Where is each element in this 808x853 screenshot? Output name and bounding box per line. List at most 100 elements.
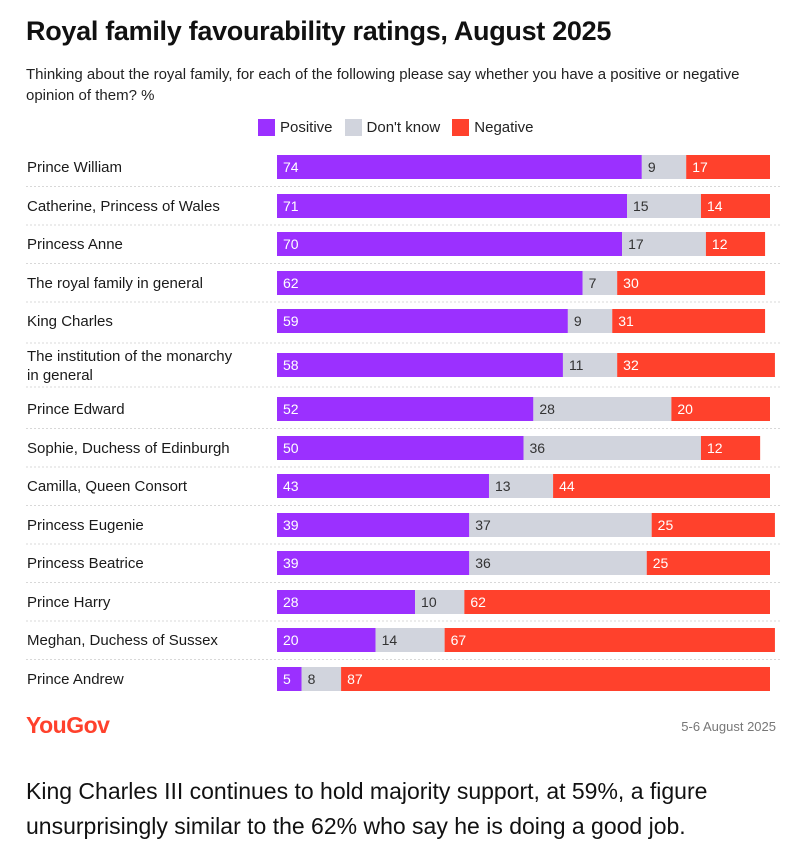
- value-label-dont-know: 13: [495, 478, 511, 494]
- value-label-negative: 30: [623, 275, 639, 291]
- value-label-dont-know: 36: [530, 440, 546, 456]
- value-label-negative: 25: [653, 555, 669, 571]
- bar-segment-negative: [612, 309, 766, 333]
- category-label: The royal family in general: [27, 275, 203, 292]
- bar-segment-positive: [277, 155, 642, 179]
- category-label: King Charles: [27, 313, 113, 330]
- value-label-negative: 87: [347, 671, 363, 687]
- legend-swatch-dont-know: [344, 119, 362, 136]
- bar-segment-positive: [277, 628, 376, 652]
- bar-segment-positive: [277, 397, 534, 421]
- bar-segment-negative: [651, 513, 775, 537]
- legend-label-positive: Positive: [280, 119, 333, 136]
- legend-item-negative: Negative: [452, 119, 533, 136]
- value-label-dont-know: 15: [633, 198, 649, 214]
- bar-segment-dont-know: [567, 309, 613, 333]
- bar-segment-negative: [617, 353, 775, 377]
- category-label: Princess Eugenie: [27, 517, 144, 534]
- legend-swatch-positive: [258, 119, 275, 136]
- chart-title: Royal family favourability ratings, Augu…: [26, 16, 612, 46]
- value-label-dont-know: 28: [539, 401, 555, 417]
- chart-legend: Positive Don't know Negative: [258, 119, 533, 136]
- category-label: Prince Harry: [27, 594, 111, 611]
- value-label-positive: 62: [283, 275, 299, 291]
- value-label-positive: 70: [283, 236, 299, 252]
- bar-segment-dont-know: [469, 513, 652, 537]
- bar-segment-positive: [277, 353, 563, 377]
- value-label-negative: 25: [658, 517, 674, 533]
- bar-segment-negative: [700, 436, 761, 460]
- value-label-dont-know: 10: [421, 594, 437, 610]
- bar-segment-dont-know: [562, 353, 618, 377]
- bar-segment-dont-know: [301, 667, 342, 691]
- value-label-negative: 17: [692, 159, 708, 175]
- legend-swatch-negative: [452, 119, 470, 136]
- value-label-positive: 39: [283, 555, 299, 571]
- value-label-positive: 74: [283, 159, 299, 175]
- legend-label-dont-know: Don't know: [366, 119, 441, 136]
- value-label-negative: 12: [712, 236, 728, 252]
- category-label: Prince William: [27, 159, 122, 176]
- legend-item-dont-know: Don't know: [344, 119, 441, 136]
- bar-segment-dont-know: [488, 474, 554, 498]
- stacked-bar-chart: Prince William 74 9 17 Catherine, Princess o…: [26, 155, 780, 691]
- category-label: The institution of the monarchy in genera…: [27, 348, 233, 384]
- value-label-dont-know: 7: [589, 275, 597, 291]
- bar-segment-dont-know: [627, 194, 701, 218]
- value-label-positive: 43: [283, 478, 299, 494]
- value-label-dont-know: 9: [574, 313, 582, 329]
- value-label-dont-know: 36: [475, 555, 491, 571]
- bar-segment-negative: [464, 590, 770, 614]
- bar-segment-negative: [646, 551, 770, 575]
- category-label: Princess Anne: [27, 236, 123, 253]
- legend-item-positive: Positive: [258, 119, 333, 136]
- value-label-negative: 67: [451, 632, 467, 648]
- bar-segment-dont-know: [415, 590, 465, 614]
- bar-segment-positive: [277, 590, 416, 614]
- value-label-negative: 44: [559, 478, 575, 494]
- category-label: Sophie, Duchess of Edinburgh: [27, 440, 230, 457]
- survey-date: 5-6 August 2025: [681, 719, 776, 734]
- bar-segment-positive: [277, 667, 302, 691]
- value-label-negative: 12: [707, 440, 723, 456]
- value-label-negative: 62: [470, 594, 486, 610]
- bar-segment-positive: [277, 513, 470, 537]
- value-label-dont-know: 9: [648, 159, 656, 175]
- value-label-positive: 52: [283, 401, 299, 417]
- bar-segment-negative: [553, 474, 770, 498]
- bar-segment-positive: [277, 232, 623, 256]
- bar-segment-dont-know: [375, 628, 445, 652]
- yougov-logo: YouGov: [26, 712, 110, 738]
- bar-segment-negative: [444, 628, 775, 652]
- bar-segment-dont-know: [641, 155, 687, 179]
- bar-segment-dont-know: [582, 271, 618, 295]
- bar-segment-dont-know: [533, 397, 672, 421]
- value-label-negative: 20: [677, 401, 693, 417]
- bar-segment-positive: [277, 436, 524, 460]
- bar-segment-positive: [277, 271, 583, 295]
- category-label: Prince Andrew: [27, 671, 124, 688]
- category-label: Princess Beatrice: [27, 555, 144, 572]
- value-label-dont-know: 11: [569, 357, 584, 373]
- bar-segment-negative: [686, 155, 770, 179]
- value-label-positive: 58: [283, 357, 299, 373]
- bar-segment-negative: [700, 194, 770, 218]
- bar-segment-positive: [277, 551, 470, 575]
- value-label-dont-know: 14: [382, 632, 398, 648]
- bar-segment-dont-know: [622, 232, 706, 256]
- value-label-negative: 32: [623, 357, 639, 373]
- category-label: Catherine, Princess of Wales: [27, 198, 220, 215]
- value-label-negative: 31: [618, 313, 634, 329]
- value-label-positive: 20: [283, 632, 299, 648]
- value-label-negative: 14: [707, 198, 723, 214]
- bar-segment-negative: [617, 271, 766, 295]
- value-label-positive: 28: [283, 594, 299, 610]
- value-label-positive: 59: [283, 313, 299, 329]
- bar-segment-dont-know: [523, 436, 701, 460]
- value-label-positive: 71: [283, 198, 299, 214]
- value-label-dont-know: 37: [475, 517, 491, 533]
- bar-segment-negative: [671, 397, 770, 421]
- bar-segment-positive: [277, 194, 628, 218]
- category-label: Meghan, Duchess of Sussex: [27, 632, 218, 649]
- bar-segment-positive: [277, 474, 489, 498]
